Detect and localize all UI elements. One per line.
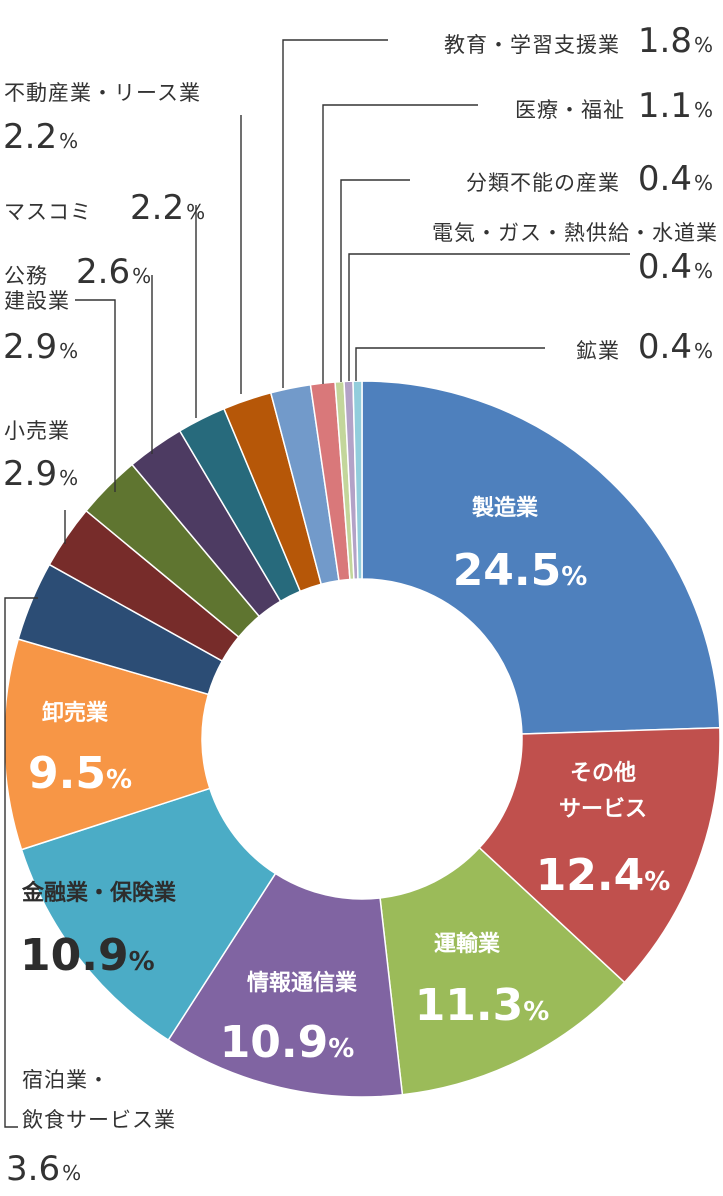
slice-鉱業-leader bbox=[355, 347, 545, 381]
slice-製造業-value: 24.5% bbox=[453, 545, 588, 596]
slice-その他サービス-label: サービス bbox=[559, 797, 647, 822]
slice-教育-学習支援業-leader bbox=[282, 39, 388, 388]
slice-不動産業-リース業-label: 不動産業・リース業 bbox=[4, 81, 201, 105]
slice-教育-学習支援業-value: 1.8% bbox=[638, 21, 713, 61]
slice-建設業-value: 2.9% bbox=[3, 327, 78, 367]
slice-宿泊業-飲食サービス業-leader bbox=[4, 597, 38, 1128]
slice-建設業-label: 建設業 bbox=[4, 289, 70, 313]
slice-マスコミ-label: マスコミ bbox=[4, 200, 92, 224]
slice-不動産業-リース業-value: 2.2% bbox=[3, 117, 78, 157]
slice-電気-ガス-熱供給-水道業-value: 0.4% bbox=[638, 247, 713, 287]
leader-lines bbox=[4, 39, 630, 1128]
slice-小売業-label: 小売業 bbox=[4, 419, 70, 443]
slice-電気-ガス-熱供給-水道業-leader bbox=[348, 253, 630, 381]
slice-鉱業 bbox=[352, 380, 363, 580]
slice-製造業 bbox=[361, 380, 721, 735]
slice-情報通信業 bbox=[167, 872, 404, 1098]
slice-運輸業-value: 11.3% bbox=[415, 980, 550, 1031]
slice-分類不能の産業-label: 分類不能の産業 bbox=[466, 171, 620, 195]
slice-小売業-value: 2.9% bbox=[3, 454, 78, 494]
slice-宿泊業-飲食サービス業-label: 宿泊業・ bbox=[22, 1068, 110, 1092]
slice-鉱業-value: 0.4% bbox=[638, 327, 713, 367]
slice-運輸業-label: 運輸業 bbox=[434, 931, 501, 957]
slice-鉱業-label: 鉱業 bbox=[576, 339, 620, 363]
slice-公務-value: 2.6% bbox=[76, 252, 151, 292]
slice-金融業-保険業-value: 10.9% bbox=[20, 930, 155, 981]
slice-その他サービス bbox=[478, 726, 721, 984]
slice-卸売業-value: 9.5% bbox=[28, 748, 132, 799]
slice-教育-学習支援業-label: 教育・学習支援業 bbox=[444, 33, 620, 57]
slice-卸売業-label: 卸売業 bbox=[42, 700, 109, 726]
slice-その他サービス-label: その他 bbox=[570, 761, 636, 786]
slice-その他サービス-value: 12.4% bbox=[536, 850, 671, 901]
slice-宿泊業-飲食サービス業-value: 3.6% bbox=[6, 1149, 81, 1189]
slice-医療-福祉-leader bbox=[322, 104, 478, 384]
slice-情報通信業-label: 情報通信業 bbox=[247, 970, 358, 996]
slice-建設業-leader bbox=[75, 299, 116, 492]
slice-分類不能の産業-leader bbox=[340, 179, 410, 382]
slice-情報通信業-value: 10.9% bbox=[220, 1017, 355, 1068]
donut-slices bbox=[3, 380, 721, 1098]
slice-運輸業 bbox=[379, 846, 626, 1096]
slice-医療-福祉-label: 医療・福祉 bbox=[515, 98, 625, 122]
slice-分類不能の産業-value: 0.4% bbox=[638, 159, 713, 199]
slice-医療-福祉-value: 1.1% bbox=[638, 86, 713, 126]
slice-宿泊業-飲食サービス業-label: 飲食サービス業 bbox=[22, 1108, 176, 1132]
slice-金融業-保険業-label: 金融業・保険業 bbox=[21, 880, 177, 906]
slice-製造業-label: 製造業 bbox=[471, 495, 539, 521]
slice-公務-label: 公務 bbox=[4, 264, 48, 288]
slice-電気-ガス-熱供給-水道業-label: 電気・ガス・熱供給・水道業 bbox=[432, 221, 718, 245]
slice-金融業-保険業 bbox=[20, 787, 277, 1042]
slice-マスコミ-value: 2.2% bbox=[130, 188, 205, 228]
